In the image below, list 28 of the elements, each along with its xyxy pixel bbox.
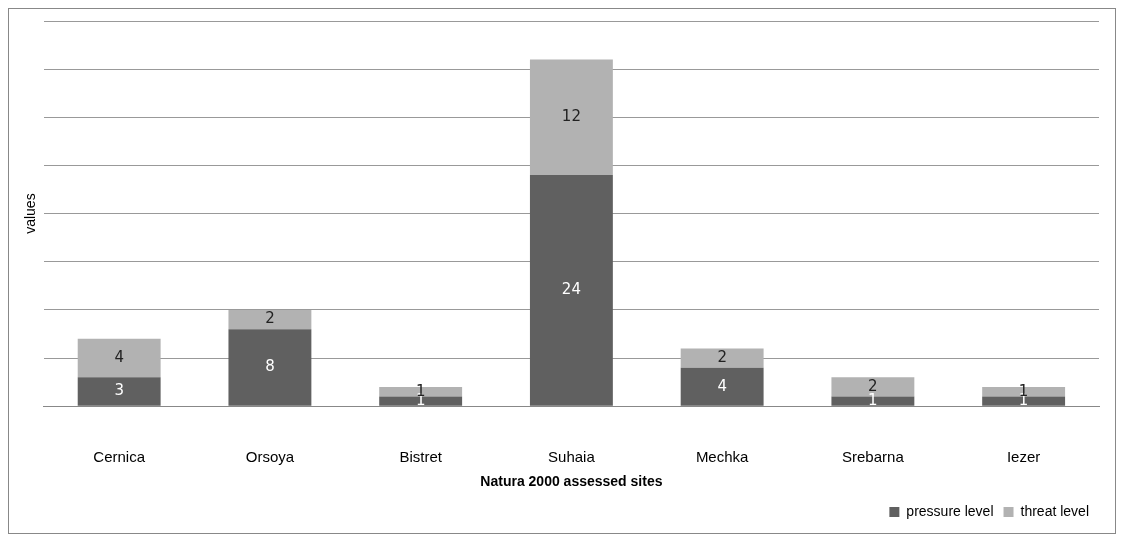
- x-tick-label: Suhaia: [548, 448, 596, 466]
- x-tick-label: Cernica: [93, 448, 146, 466]
- y-axis-title: values: [22, 193, 39, 234]
- data-label: 1: [868, 391, 878, 410]
- bar: [228, 309, 312, 330]
- x-tick-label: Orsoya: [245, 448, 295, 466]
- legend-label: pressure level: [906, 502, 994, 519]
- data-label: 2: [717, 347, 727, 366]
- data-label: 12: [561, 107, 581, 126]
- data-label: 8: [265, 357, 275, 376]
- x-tick-label: Bistret: [399, 448, 443, 466]
- bar: [680, 367, 764, 406]
- bar: [529, 59, 613, 176]
- x-axis-title: Natura 2000 assessed sites: [480, 473, 663, 490]
- bar: [228, 329, 312, 406]
- data-label: 4: [114, 347, 124, 366]
- bar: [680, 348, 764, 368]
- bar: [77, 377, 161, 406]
- data-label: 3: [114, 381, 124, 400]
- data-label: 4: [717, 376, 727, 395]
- legend-label: threat level: [1020, 502, 1089, 519]
- bar: [77, 338, 161, 378]
- x-tick-label: Mechka: [695, 448, 750, 466]
- x-tick-label: Srebarna: [842, 448, 905, 466]
- data-label: 24: [561, 280, 581, 299]
- data-label: 2: [265, 309, 275, 328]
- x-tick-label: Iezer: [1006, 448, 1041, 466]
- bar: [529, 175, 613, 406]
